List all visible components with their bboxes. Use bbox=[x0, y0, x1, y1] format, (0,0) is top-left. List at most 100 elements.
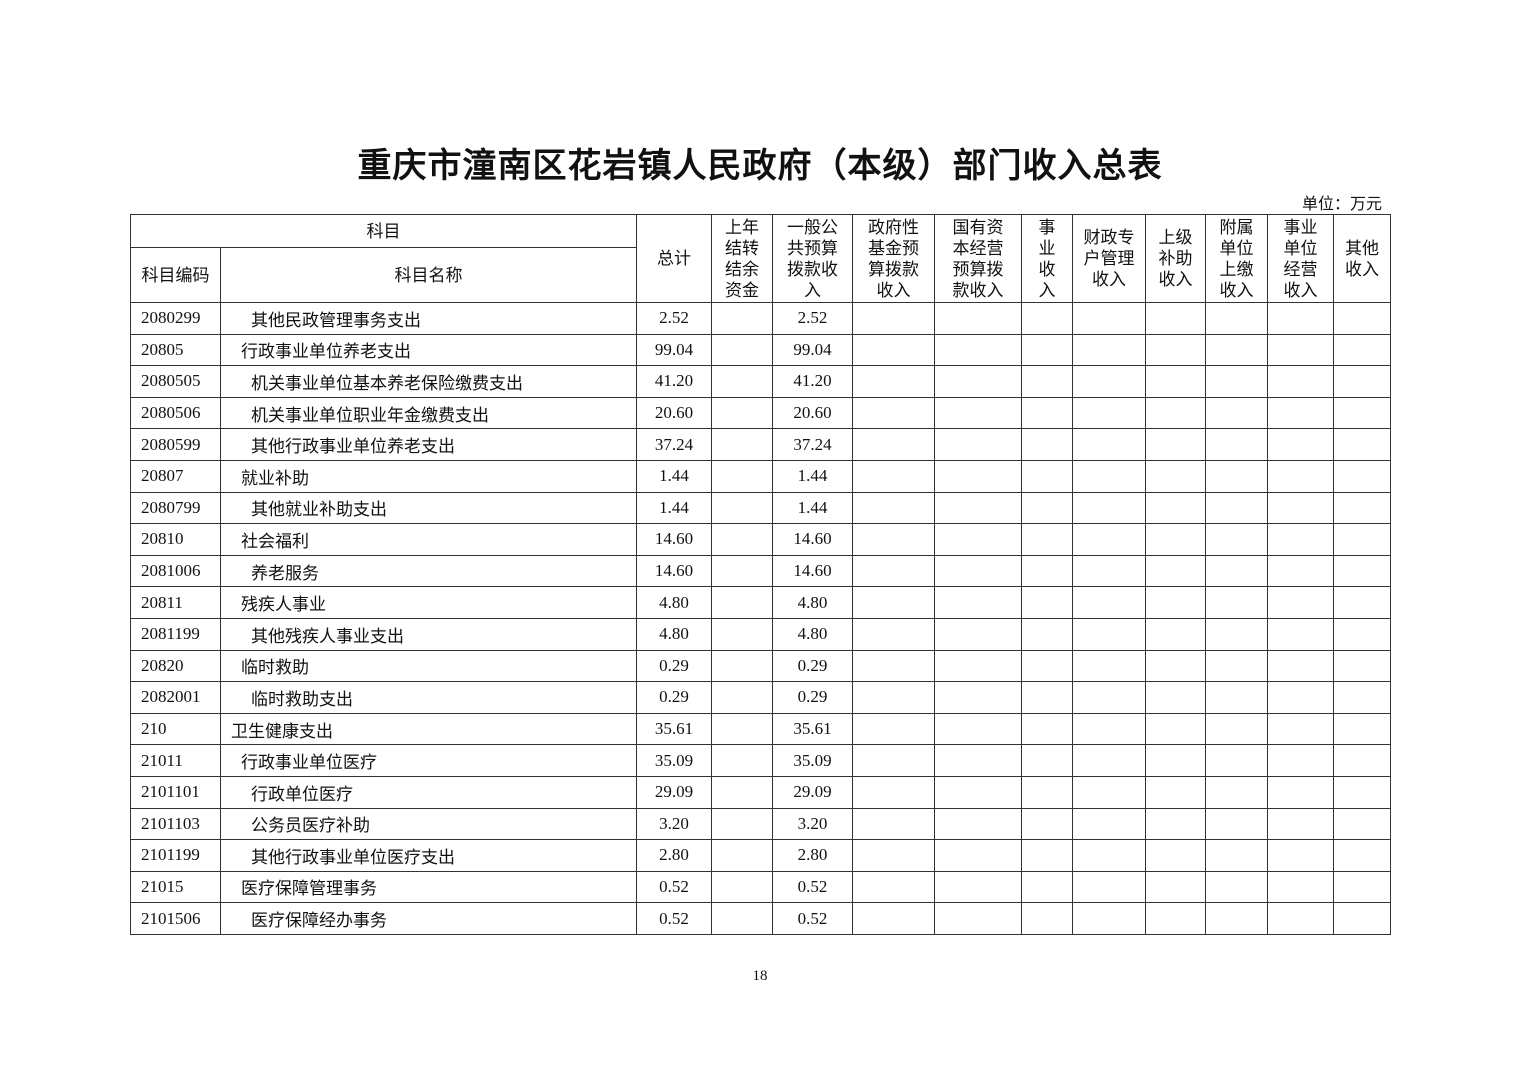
table-row: 2080599 其他行政事业单位养老支出 37.24 37.24 bbox=[130, 428, 1391, 461]
empty-cell bbox=[1021, 428, 1073, 461]
empty-cell bbox=[1267, 491, 1334, 525]
subject-code: 2081199 bbox=[130, 617, 221, 651]
empty-cell bbox=[852, 902, 935, 935]
column-header-label: 事业收入 bbox=[1038, 217, 1056, 300]
table-row: 21011 行政事业单位医疗 35.09 35.09 bbox=[130, 744, 1391, 777]
empty-cell bbox=[1021, 870, 1073, 904]
general-budget-value: 4.80 bbox=[772, 586, 853, 619]
subject-code: 20811 bbox=[130, 586, 221, 619]
empty-cell bbox=[1145, 365, 1206, 398]
total-value: 37.24 bbox=[636, 428, 712, 461]
empty-cell bbox=[1267, 396, 1334, 430]
empty-cell bbox=[934, 902, 1022, 935]
column-header-label: 事业单位经营收入 bbox=[1283, 217, 1318, 300]
empty-cell bbox=[934, 491, 1022, 525]
empty-cell bbox=[1205, 744, 1268, 777]
table-row: 2080505 机关事业单位基本养老保险缴费支出 41.20 41.20 bbox=[130, 365, 1391, 398]
empty-cell bbox=[1145, 554, 1206, 588]
empty-cell bbox=[1205, 302, 1268, 335]
code-header: 科目编码 bbox=[130, 247, 221, 303]
column-header: 其他收入 bbox=[1333, 214, 1391, 303]
empty-cell bbox=[852, 807, 935, 841]
empty-cell bbox=[1205, 807, 1268, 841]
subject-code: 2080599 bbox=[130, 428, 221, 461]
subject-code: 20805 bbox=[130, 333, 221, 367]
general-budget-value: 0.52 bbox=[772, 902, 853, 935]
carryover-value bbox=[711, 807, 773, 841]
empty-cell bbox=[852, 681, 935, 714]
empty-cell bbox=[1267, 744, 1334, 777]
empty-cell bbox=[1145, 775, 1206, 809]
column-header: 上级补助收入 bbox=[1145, 214, 1206, 303]
empty-cell bbox=[1145, 712, 1206, 746]
empty-cell bbox=[1145, 902, 1206, 935]
empty-cell bbox=[934, 554, 1022, 588]
empty-cell bbox=[1267, 681, 1334, 714]
subject-code: 20820 bbox=[130, 649, 221, 683]
empty-cell bbox=[1205, 428, 1268, 461]
empty-cell bbox=[1267, 617, 1334, 651]
empty-cell bbox=[1072, 712, 1146, 746]
empty-cell bbox=[852, 491, 935, 525]
empty-cell bbox=[1072, 428, 1146, 461]
column-header: 上年结转结余资金 bbox=[711, 214, 773, 303]
empty-cell bbox=[1205, 902, 1268, 935]
empty-cell bbox=[1205, 681, 1268, 714]
income-table: 科目 总计 上年结转结余资金 一般公共预算拨款收入 政府性基金预算拨款收入 国有资本经营… bbox=[130, 214, 1391, 935]
table-row: 210 卫生健康支出 35.61 35.61 bbox=[130, 712, 1391, 746]
empty-cell bbox=[934, 775, 1022, 809]
table-row: 2080506 机关事业单位职业年金缴费支出 20.60 20.60 bbox=[130, 396, 1391, 430]
column-header: 事业单位经营收入 bbox=[1267, 214, 1334, 303]
empty-cell bbox=[852, 775, 935, 809]
subject-name: 社会福利 bbox=[220, 523, 637, 556]
empty-cell bbox=[1021, 523, 1073, 556]
empty-cell bbox=[1267, 649, 1334, 683]
empty-cell bbox=[1072, 649, 1146, 683]
subject-code: 21011 bbox=[130, 744, 221, 777]
empty-cell bbox=[1205, 649, 1268, 683]
subject-code: 2101103 bbox=[130, 807, 221, 841]
empty-cell bbox=[1021, 775, 1073, 809]
subject-code: 20807 bbox=[130, 459, 221, 493]
column-header: 政府性基金预算拨款收入 bbox=[852, 214, 935, 303]
page-title: 重庆市潼南区花岩镇人民政府（本级）部门收入总表 bbox=[357, 148, 1163, 185]
empty-cell bbox=[1145, 586, 1206, 619]
empty-cell bbox=[1333, 839, 1391, 872]
table-row: 2080799 其他就业补助支出 1.44 1.44 bbox=[130, 491, 1391, 525]
subject-name: 其他行政事业单位医疗支出 bbox=[220, 839, 637, 872]
empty-cell bbox=[1145, 333, 1206, 367]
empty-cell bbox=[1205, 586, 1268, 619]
empty-cell bbox=[1333, 902, 1391, 935]
column-header: 总计 bbox=[636, 214, 712, 303]
empty-cell bbox=[934, 428, 1022, 461]
empty-cell bbox=[1267, 870, 1334, 904]
total-value: 35.09 bbox=[636, 744, 712, 777]
subject-name: 就业补助 bbox=[220, 459, 637, 493]
carryover-value bbox=[711, 428, 773, 461]
general-budget-value: 1.44 bbox=[772, 491, 853, 525]
general-budget-value: 0.29 bbox=[772, 649, 853, 683]
empty-cell bbox=[1333, 302, 1391, 335]
subject-name: 残疾人事业 bbox=[220, 586, 637, 619]
subject-code: 21015 bbox=[130, 870, 221, 904]
table-row: 2101199 其他行政事业单位医疗支出 2.80 2.80 bbox=[130, 839, 1391, 872]
empty-cell bbox=[934, 870, 1022, 904]
empty-cell bbox=[1333, 523, 1391, 556]
table-row: 20805 行政事业单位养老支出 99.04 99.04 bbox=[130, 333, 1391, 367]
carryover-value bbox=[711, 523, 773, 556]
empty-cell bbox=[1267, 428, 1334, 461]
empty-cell bbox=[1072, 681, 1146, 714]
table-row: 20810 社会福利 14.60 14.60 bbox=[130, 523, 1391, 556]
subject-code: 2080299 bbox=[130, 302, 221, 335]
subject-name: 公务员医疗补助 bbox=[220, 807, 637, 841]
column-header: 一般公共预算拨款收入 bbox=[772, 214, 853, 303]
empty-cell bbox=[852, 649, 935, 683]
total-value: 20.60 bbox=[636, 396, 712, 430]
unit-label: 单位：万元 bbox=[1301, 196, 1382, 213]
empty-cell bbox=[1205, 712, 1268, 746]
column-header: 事业收入 bbox=[1021, 214, 1073, 303]
subject-name: 养老服务 bbox=[220, 554, 637, 588]
empty-cell bbox=[1333, 744, 1391, 777]
empty-cell bbox=[1021, 681, 1073, 714]
empty-cell bbox=[1333, 649, 1391, 683]
